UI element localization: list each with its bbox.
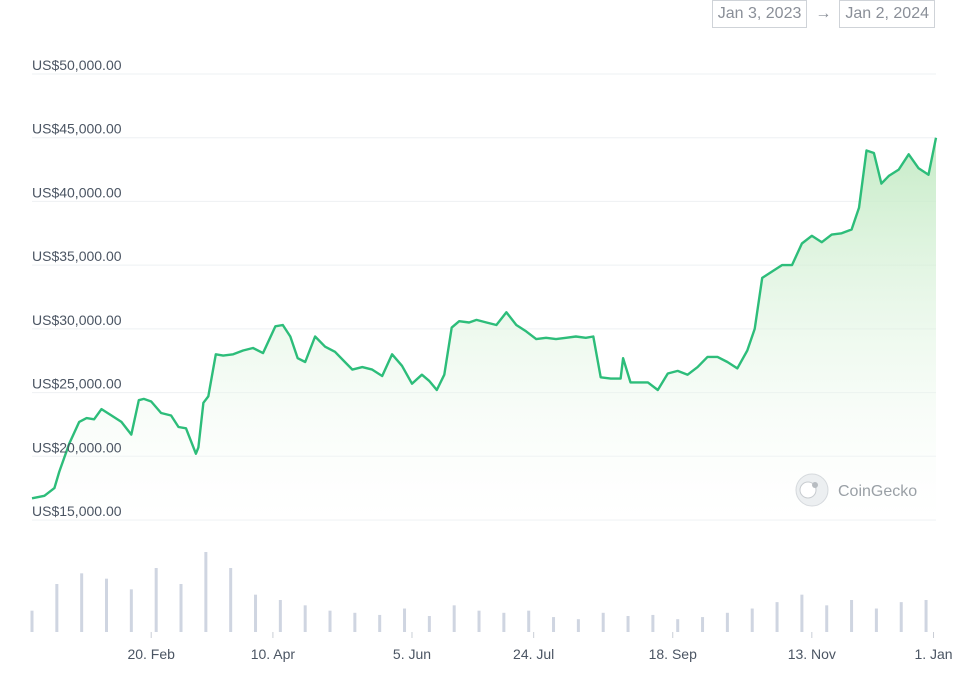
volume-bar bbox=[254, 594, 258, 632]
volume-bar bbox=[502, 612, 506, 632]
volume-bar bbox=[552, 617, 556, 632]
volume-bar bbox=[477, 610, 481, 632]
y-tick-label: US$15,000.00 bbox=[32, 503, 122, 519]
volume-bar bbox=[626, 616, 630, 632]
volume-bar bbox=[427, 616, 431, 632]
end-date-input[interactable]: Jan 2, 2024 bbox=[839, 0, 935, 28]
y-tick-label: US$40,000.00 bbox=[32, 184, 122, 200]
volume-bar bbox=[129, 589, 133, 632]
volume-bar bbox=[850, 600, 854, 632]
y-tick-label: US$30,000.00 bbox=[32, 312, 122, 328]
x-tick-label: 13. Nov bbox=[788, 646, 836, 662]
x-tick-label: 18. Sep bbox=[649, 646, 697, 662]
y-tick-label: US$20,000.00 bbox=[32, 439, 122, 455]
volume-bar bbox=[179, 584, 183, 632]
volume-bar bbox=[154, 568, 158, 632]
volume-bar bbox=[676, 619, 680, 632]
range-arrow-icon: → bbox=[815, 5, 832, 22]
volume-bar bbox=[651, 614, 655, 632]
volume-bar bbox=[825, 605, 829, 632]
y-axis-labels: US$50,000.00 US$45,000.00 US$40,000.00 US$3… bbox=[32, 57, 122, 519]
volume-bar bbox=[403, 608, 407, 632]
price-area-fill bbox=[32, 137, 936, 520]
volume-bar bbox=[527, 610, 531, 632]
volume-bar bbox=[278, 600, 282, 632]
volume-bar bbox=[452, 605, 456, 632]
volume-bar bbox=[874, 608, 878, 632]
x-tick-label: 1. Jan bbox=[914, 646, 952, 662]
volume-bar bbox=[105, 578, 109, 632]
y-tick-label: US$50,000.00 bbox=[32, 57, 122, 73]
volume-bar bbox=[800, 594, 804, 632]
date-range: Jan 3, 2023 → Jan 2, 2024 bbox=[711, 0, 935, 28]
volume-bar bbox=[30, 610, 34, 632]
volume-bar bbox=[328, 610, 332, 632]
volume-bar bbox=[899, 602, 903, 632]
volume-bar bbox=[229, 568, 233, 632]
volume-bar bbox=[204, 552, 208, 632]
y-tick-label: US$45,000.00 bbox=[32, 121, 122, 137]
volume-bar bbox=[55, 584, 59, 632]
volume-bar bbox=[701, 617, 705, 632]
volume-bars bbox=[30, 552, 928, 632]
volume-bar bbox=[378, 614, 382, 632]
volume-bar bbox=[750, 608, 754, 632]
x-tick-label: 24. Jul bbox=[513, 646, 554, 662]
volume-bar bbox=[775, 602, 779, 632]
x-tick-label: 20. Feb bbox=[127, 646, 175, 662]
gecko-logo-icon bbox=[795, 473, 829, 507]
x-tick-label: 10. Apr bbox=[251, 646, 296, 662]
start-date-input[interactable]: Jan 3, 2023 bbox=[711, 0, 808, 28]
coingecko-watermark: CoinGecko bbox=[795, 473, 917, 507]
x-axis-labels: 20. Feb 10. Apr 5. Jun 24. Jul 18. Sep 13. No… bbox=[127, 632, 953, 662]
watermark-text: CoinGecko bbox=[838, 483, 917, 500]
y-tick-label: US$25,000.00 bbox=[32, 376, 122, 392]
volume-bar bbox=[725, 612, 729, 632]
y-tick-label: US$35,000.00 bbox=[32, 248, 122, 264]
volume-bar bbox=[303, 605, 307, 632]
volume-bar bbox=[576, 619, 580, 632]
volume-bar bbox=[924, 600, 928, 632]
volume-bar bbox=[353, 612, 357, 632]
x-tick-label: 5. Jun bbox=[393, 646, 431, 662]
volume-bar bbox=[601, 612, 605, 632]
price-line bbox=[31, 137, 938, 500]
volume-bar bbox=[80, 573, 84, 632]
